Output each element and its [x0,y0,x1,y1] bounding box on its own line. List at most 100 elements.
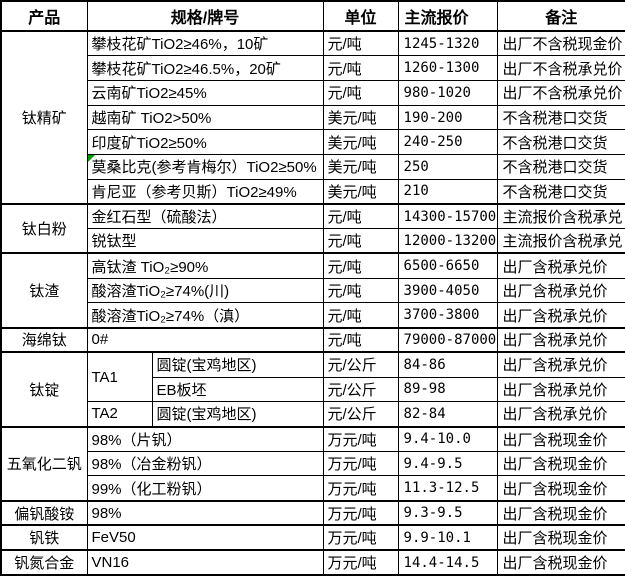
header-note: 备注 [496,0,625,32]
price-cell: 89-98 [397,376,498,403]
product-cell-ti-slag: 钛渣 [0,252,88,329]
unit-cell: 万元/吨 [322,475,399,502]
note-cell: 出厂不含税现金价 [496,30,625,57]
spec-cell: 攀枝花矿TiO2≥46%，10矿 [86,30,324,57]
table-row: 酸溶渣TiO₂≥74%(川) 元/吨 3900-4050 出厂含税承兑价 [1,277,625,304]
table-row: 莫桑比克(参考肯梅尔）TiO2≥50% 美元/吨 250 不含税港口交货 [1,154,625,180]
price-cell: 240-250 [397,129,498,156]
price-cell: 250 [397,154,498,180]
price-cell: 980-1020 [397,79,498,106]
table-row: 五氧化二钒 98%（片钒） 万元/吨 9.4-10.0 出厂含税现金价 [0,425,625,502]
unit-cell: 万元/吨 [322,425,399,452]
price-cell: 9.9-10.1 [397,524,498,551]
spec-cell: VN16 [86,549,324,576]
header-unit: 单位 [322,0,399,32]
price-cell: 190-200 [397,104,498,131]
note-cell: 不含税港口交货 [496,154,625,180]
cell-corner-flag-icon [88,155,95,163]
table-row: 钛精矿 攀枝花矿TiO2≥46%，10矿 元/吨 1245-1320 出厂不含税… [0,29,625,205]
unit-cell: 万元/吨 [322,499,399,526]
unit-cell: 元/公斤 [322,351,399,378]
price-cell: 3900-4050 [397,277,498,304]
table-row: 偏钒酸铵 98% 万元/吨 9.3-9.5 出厂含税现金价 [0,499,625,526]
price-cell: 82-84 [397,401,498,427]
spec-cell: 肯尼亚（参考贝斯）TiO2≥49% [86,178,324,205]
unit-cell: 元/公斤 [322,376,399,403]
price-cell: 3700-3800 [397,302,498,329]
unit-cell: 元/公斤 [322,401,399,427]
table-row: 钛渣 高钛渣 TiO₂≥90% 元/吨 6500-6650 出厂含税承兑价 [0,252,625,329]
product-cell-ferrovanadium: 钒铁 [0,524,88,551]
table-row: 98%（冶金粉钒） 万元/吨 9.4-9.5 出厂含税现金价 [1,450,625,477]
spec-cell: 酸溶渣TiO₂≥74%(川) [86,277,324,304]
table-row: 钛锭 TA1 圆锭(宝鸡地区) 元/公斤 84-86 出厂含税承兑价 [0,351,625,428]
spec-cell: 98%（冶金粉钒） [86,450,324,477]
note-cell: 出厂含税承兑价 [496,252,625,279]
note-cell: 出厂含税承兑价 [496,302,625,329]
unit-cell: 美元/吨 [322,104,399,131]
price-cell: 1245-1320 [397,30,498,57]
note-cell: 出厂不含税承兑价 [496,79,625,106]
unit-cell: 元/吨 [322,277,399,304]
unit-cell: 元/吨 [322,79,399,106]
note-cell: 出厂含税现金价 [496,475,625,502]
product-cell-ti-concentrate: 钛精矿 [0,29,88,205]
unit-cell: 万元/吨 [322,450,399,477]
note-cell: 不含税港口交货 [496,104,625,131]
spec-cell: 攀枝花矿TiO2≥46.5%，20矿 [86,55,324,81]
unit-cell: 美元/吨 [322,178,399,205]
spec-cell: 印度矿TiO2≥50% [86,129,324,156]
note-cell: 出厂含税现金价 [496,425,625,452]
table-row: 海绵钛 0# 元/吨 79000-87000 出厂含税承兑价 [0,326,625,353]
price-cell: 9.4-10.0 [397,425,498,452]
unit-cell: 元/吨 [322,203,399,230]
spec-cell: FeV50 [86,524,324,551]
product-cell-v2o5: 五氧化二钒 [0,425,88,502]
product-cell-ti-dioxide: 钛白粉 [0,203,88,254]
note-cell: 出厂含税现金价 [496,499,625,526]
price-cell: 6500-6650 [397,252,498,279]
price-cell: 1260-1300 [397,55,498,81]
price-cell: 11.3-12.5 [397,475,498,502]
unit-cell: 美元/吨 [322,154,399,180]
price-cell: 9.3-9.5 [397,499,498,526]
table-row: 印度矿TiO2≥50% 美元/吨 240-250 不含税港口交货 [1,129,625,156]
unit-cell: 万元/吨 [322,524,399,551]
spec-cell: 金红石型（硫酸法） [86,203,324,230]
header-product: 产品 [0,0,88,32]
spec-text: 莫桑比克(参考肯梅尔）TiO2≥50% [91,159,317,177]
table-row: 攀枝花矿TiO2≥46.5%，20矿 元/吨 1260-1300 出厂不含税承兑… [1,55,625,81]
note-cell: 主流报价含税承兑 [496,203,625,230]
spec-cell: 98% [86,499,324,526]
spec-cell: 酸溶渣TiO₂≥74%（滇） [86,302,324,329]
price-cell: 84-86 [397,351,498,378]
table-row: 99%（化工粉钒） 万元/吨 11.3-12.5 出厂含税现金价 [1,475,625,502]
header-row: 产品 规格/牌号 单位 主流报价 备注 [0,0,625,32]
price-cell: 9.4-9.5 [397,450,498,477]
spec-cell: 99%（化工粉钒） [86,475,324,502]
note-cell: 出厂含税现金价 [496,549,625,576]
product-cell-ammonium-metavanadate: 偏钒酸铵 [0,499,88,526]
unit-cell: 元/吨 [322,228,399,254]
spec-cell: 越南矿 TiO2>50% [86,104,324,131]
product-cell-vanadium-nitrogen-alloy: 钒氮合金 [0,549,88,576]
unit-cell: 元/吨 [322,326,399,353]
note-cell: 出厂不含税承兑价 [496,55,625,81]
table-row: 肯尼亚（参考贝斯）TiO2≥49% 美元/吨 210 不含税港口交货 [1,178,625,205]
note-cell: 出厂含税承兑价 [496,401,625,427]
table-row: 云南矿TiO2≥45% 元/吨 980-1020 出厂不含税承兑价 [1,79,625,106]
note-cell: 出厂含税承兑价 [496,326,625,353]
spec-cell: 圆锭(宝鸡地区) [151,351,324,378]
note-cell: 出厂含税承兑价 [496,277,625,304]
table-row: TA2 圆锭(宝鸡地区) 元/公斤 82-84 出厂含税承兑价 [1,401,625,427]
brand-cell: TA2 [86,401,153,427]
unit-cell: 元/吨 [322,30,399,57]
table-row: 越南矿 TiO2>50% 美元/吨 190-200 不含税港口交货 [1,104,625,131]
note-cell: 出厂含税承兑价 [496,351,625,378]
note-cell: 出厂含税承兑价 [496,376,625,403]
product-cell-ti-sponge: 海绵钛 [0,326,88,353]
spec-cell: 98%（片钒） [86,425,324,452]
header-spec: 规格/牌号 [86,0,324,32]
price-cell: 12000-13200 [397,228,498,254]
